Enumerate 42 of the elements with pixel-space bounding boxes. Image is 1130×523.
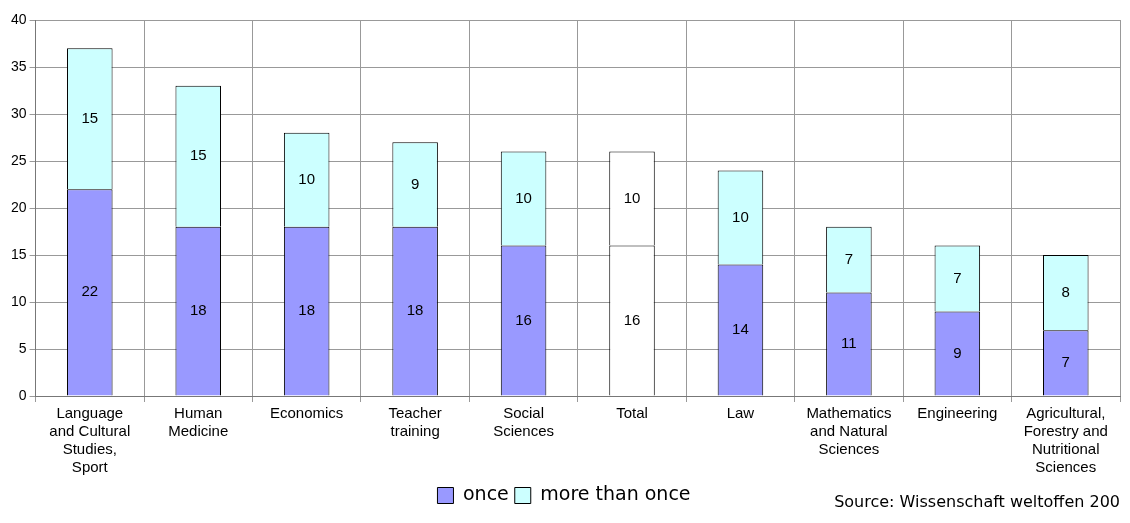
data-label: 11 (841, 334, 857, 352)
data-label: 7 (953, 268, 962, 286)
data-label: 15 (81, 108, 99, 126)
data-label: 16 (515, 310, 532, 328)
data-label: 18 (406, 301, 424, 319)
data-label: 10 (623, 188, 641, 206)
data-label: 18 (189, 301, 207, 319)
y-tick-label: 20 (10, 198, 27, 215)
source-note: Source: Wissenschaft weltoffen 200 (834, 492, 1120, 512)
data-label: 15 (189, 146, 207, 164)
data-label: 9 (953, 343, 962, 361)
data-label: 8 (1061, 282, 1070, 300)
data-label: 10 (515, 188, 532, 206)
data-label: 7 (1061, 352, 1070, 370)
y-tick-label: 35 (10, 57, 27, 74)
x-tick-label: Mathematics and Natural Sciences (806, 404, 892, 458)
data-label: 10 (732, 207, 749, 225)
data-label: 18 (298, 301, 316, 319)
data-label: 9 (410, 174, 420, 192)
data-label: 7 (844, 249, 854, 267)
y-tick-label: 10 (10, 292, 27, 309)
y-tick-label: 0 (18, 386, 27, 403)
x-tick-label: Total (616, 404, 648, 422)
y-tick-label: 30 (10, 104, 27, 121)
x-tick-label: Social Sciences (493, 404, 554, 440)
x-tick-label: Law (726, 404, 755, 422)
y-tick-label: 15 (10, 245, 27, 262)
y-tick-label: 40 (10, 10, 27, 27)
x-tick-label: Agricultural, Forestry and Nutritional Sciences (1023, 404, 1108, 476)
data-label: 10 (298, 169, 316, 187)
y-tick-label: 25 (10, 151, 27, 168)
x-tick-label: Language and Cultural Studies, Sport (49, 404, 131, 476)
x-tick-label: Teacher training (388, 404, 442, 440)
data-label: 22 (81, 282, 99, 300)
x-tick-label: Engineering (917, 404, 998, 422)
y-tick-label: 5 (18, 339, 27, 356)
data-label: 16 (623, 310, 641, 328)
data-label: 14 (732, 320, 749, 338)
x-tick-label: Economics (270, 404, 344, 422)
x-tick-label: Human Medicine (168, 404, 229, 440)
legend-label: once (462, 482, 509, 505)
legend-label: more than once (540, 482, 691, 505)
